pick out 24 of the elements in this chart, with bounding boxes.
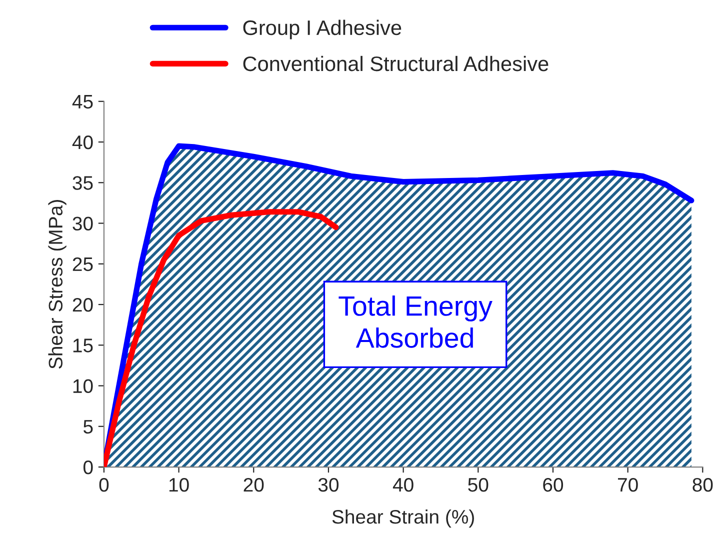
x-axis-title: Shear Strain (%) [332,509,474,528]
y-tick-label: 25 [72,257,93,272]
y-axis-title: Shear Stress (MPa) [48,200,66,369]
x-tick-label: 60 [543,478,564,492]
x-tick-label: 40 [392,478,414,492]
y-tick-label: 40 [72,135,93,150]
x-tick-label: 20 [244,478,264,492]
annotation: Total Energy Absorbed [338,296,492,348]
y-tick-label: 10 [73,379,93,394]
y-tick-label: 20 [72,298,93,312]
y-tick-label: 0 [83,460,93,474]
x-tick-label: 30 [318,478,339,492]
y-tick-label: 5 [84,420,93,434]
y-tick-label: 30 [72,216,93,230]
x-tick-label: 0 [99,478,109,492]
x-tick-label: 50 [468,478,488,492]
x-tick-label: 70 [618,478,638,492]
legend-label: Group I Adhesive [243,20,402,40]
y-tick-label: 45 [72,95,93,109]
x-tick-label: 80 [692,478,713,492]
y-tick-label: 35 [72,176,93,190]
x-tick-label: 10 [169,478,189,492]
legend-label: Conventional Structural Adhesive [243,56,548,72]
y-tick-label: 15 [73,338,93,352]
